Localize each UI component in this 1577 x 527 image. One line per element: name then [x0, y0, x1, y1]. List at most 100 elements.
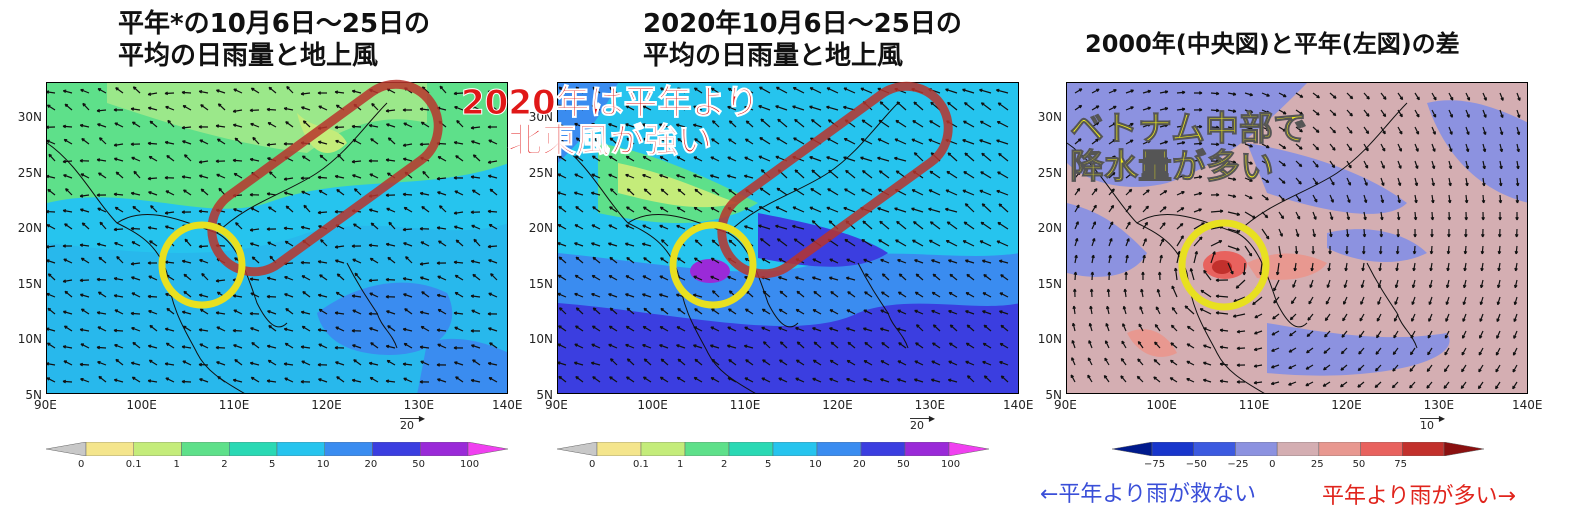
wind-arrow [114, 206, 124, 213]
wind-arrow-head [965, 310, 969, 314]
wind-arrow [659, 123, 669, 128]
wind-arrow-head [453, 261, 457, 265]
wind-arrow-head [1316, 181, 1319, 185]
wind-arrow-head [660, 87, 663, 91]
wind-arrow [963, 120, 975, 128]
wind-arrow-head [147, 107, 151, 111]
wind-arrow [437, 343, 447, 349]
wind-arrow-head [266, 380, 270, 383]
wind-arrow [301, 346, 311, 349]
wind-arrow-head [762, 341, 766, 345]
wind-arrow-head [1513, 318, 1517, 322]
wind-arrow [403, 377, 413, 383]
wind-arrow-head [846, 360, 850, 364]
wind-arrow-head [47, 273, 51, 277]
wind-arrow [183, 325, 192, 332]
x-tick-label: 120E [311, 398, 342, 412]
wind-arrow-head [558, 376, 561, 380]
wind-arrow [63, 174, 73, 179]
wind-arrow [694, 308, 703, 315]
wind-arrow [625, 224, 635, 230]
wind-arrow [608, 343, 618, 349]
wind-arrow-head [1233, 160, 1237, 164]
wind-arrow-head [63, 174, 67, 178]
wind-arrow-head [164, 177, 168, 180]
wind-arrow-head [1517, 182, 1520, 187]
wind-arrow-head [660, 358, 663, 363]
wind-arrow-head [116, 256, 119, 260]
wind-arrow-head [419, 346, 423, 350]
wind-arrow-head [1516, 217, 1519, 221]
wind-arrow [880, 327, 890, 332]
wind-arrow [625, 105, 635, 111]
wind-arrow [148, 92, 158, 96]
wind-arrow [591, 173, 601, 179]
wind-arrow-head [1186, 378, 1190, 382]
wind-arrow-head [558, 192, 561, 195]
wind-arrow-head [149, 120, 152, 125]
wind-arrow-head [114, 242, 118, 246]
wind-arrow-head [625, 224, 629, 228]
wind-arrow [558, 361, 567, 366]
wind-arrow [199, 139, 209, 145]
wind-arrow-head [1358, 352, 1362, 355]
wind-arrow-head [96, 278, 100, 282]
wind-arrow-head [641, 243, 645, 247]
wind-arrow-head [1093, 204, 1097, 208]
wind-arrow-head [217, 376, 220, 380]
wind-arrow [694, 87, 703, 94]
wind-arrow-head [963, 171, 966, 175]
wind-arrow-head [249, 278, 253, 282]
wind-arrow-head [436, 329, 440, 333]
wind-arrow-head [1409, 369, 1414, 372]
wind-arrow-head [744, 308, 748, 312]
wind-arrow-head [693, 156, 697, 160]
wind-arrow [965, 310, 975, 315]
wind-arrow-head [642, 344, 646, 348]
wind-arrow [745, 359, 754, 366]
wind-arrow-head [1413, 251, 1417, 255]
wind-arrow-head [558, 256, 561, 261]
wind-arrow-head [470, 127, 475, 130]
wind-arrow-head [490, 273, 493, 277]
wind-arrow-head [1074, 254, 1077, 258]
wind-arrow-head [1089, 288, 1093, 293]
wind-arrow-head [983, 375, 987, 379]
wind-arrow-head [487, 90, 491, 94]
wind-arrow [592, 376, 601, 383]
wind-arrow-head [1357, 385, 1361, 388]
x-tick-label: 140E [1512, 398, 1543, 412]
wind-arrow-head [694, 359, 697, 363]
wind-arrow-head [63, 258, 67, 262]
wind-arrow-head [658, 123, 663, 127]
wind-arrow [558, 86, 567, 94]
wind-arrow [149, 240, 158, 247]
wind-arrow-head [558, 224, 561, 228]
wind-arrow-head [113, 193, 117, 197]
wind-arrow-head [454, 326, 458, 330]
wind-arrow-head [1109, 238, 1113, 242]
wind-arrow-head [1186, 343, 1190, 347]
wind-arrow [284, 293, 294, 298]
wind-arrow [626, 137, 635, 145]
wind-arrow-head [1089, 305, 1092, 310]
wind-arrow-head [47, 342, 50, 346]
wind-arrow-head [1181, 141, 1185, 143]
wind-arrow-head [1273, 288, 1277, 292]
wind-arrow [864, 291, 873, 298]
wind-arrow-head [660, 188, 663, 193]
wind-arrow-head [761, 377, 765, 381]
wind-arrow-head [1346, 251, 1349, 255]
wind-arrow-head [114, 207, 118, 211]
wind-arrow-head [1153, 376, 1156, 380]
wind-arrow [1216, 312, 1229, 315]
wind-arrow [881, 291, 890, 298]
colorbar-normal: 0 0.1 1 2 5 10 20 50 100 [46, 438, 508, 472]
wind-arrow-head [1170, 342, 1173, 346]
wind-arrow-head [626, 376, 629, 380]
wind-arrow-head [592, 257, 595, 261]
wind-arrow-head [79, 294, 84, 297]
wind-arrow-head [454, 292, 458, 296]
wind-arrow [608, 293, 618, 298]
wind-arrow [184, 154, 192, 162]
